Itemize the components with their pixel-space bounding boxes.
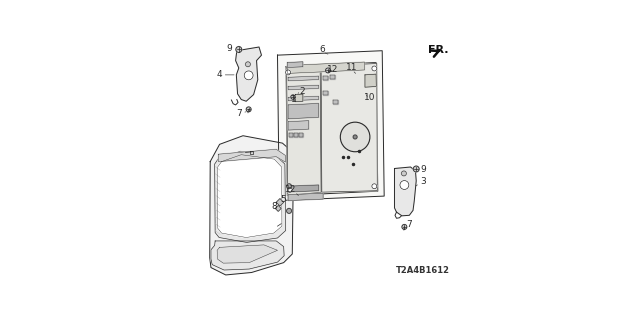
Polygon shape: [296, 94, 303, 102]
Polygon shape: [321, 64, 378, 192]
Polygon shape: [288, 193, 323, 201]
Polygon shape: [276, 198, 284, 206]
Polygon shape: [278, 51, 384, 201]
Text: 12: 12: [327, 65, 339, 74]
Polygon shape: [211, 241, 284, 270]
Polygon shape: [365, 74, 376, 87]
Polygon shape: [288, 96, 319, 101]
Polygon shape: [288, 121, 308, 130]
Text: 9: 9: [227, 44, 232, 53]
Circle shape: [400, 180, 409, 189]
Circle shape: [285, 70, 291, 75]
Text: 10: 10: [364, 92, 375, 101]
Circle shape: [244, 71, 253, 80]
Polygon shape: [287, 62, 364, 73]
Circle shape: [372, 184, 377, 189]
Text: T2A4B1612: T2A4B1612: [396, 266, 450, 275]
Polygon shape: [210, 136, 294, 275]
Polygon shape: [236, 47, 262, 101]
Polygon shape: [289, 132, 293, 138]
Circle shape: [236, 46, 242, 52]
Polygon shape: [288, 76, 319, 81]
Text: 8: 8: [271, 202, 277, 211]
Polygon shape: [217, 245, 278, 263]
Polygon shape: [286, 62, 378, 196]
Polygon shape: [299, 132, 303, 138]
Polygon shape: [294, 132, 298, 138]
Text: 4: 4: [216, 70, 222, 79]
Polygon shape: [288, 85, 319, 90]
Polygon shape: [394, 167, 416, 216]
Polygon shape: [323, 91, 328, 95]
Circle shape: [287, 184, 292, 189]
Circle shape: [291, 95, 295, 99]
Text: 9: 9: [420, 165, 426, 174]
Circle shape: [401, 171, 406, 176]
Circle shape: [372, 66, 377, 71]
Circle shape: [402, 224, 407, 229]
Circle shape: [326, 68, 330, 73]
Circle shape: [340, 122, 370, 152]
Polygon shape: [287, 62, 303, 68]
Text: 1: 1: [291, 95, 297, 104]
Text: 5: 5: [281, 195, 287, 204]
Circle shape: [246, 62, 250, 67]
Text: 7: 7: [406, 220, 412, 229]
Text: FR.: FR.: [428, 45, 448, 55]
Text: 7: 7: [236, 109, 242, 118]
Polygon shape: [275, 205, 281, 212]
Text: 3: 3: [420, 177, 426, 186]
Circle shape: [413, 166, 419, 172]
Polygon shape: [288, 185, 319, 192]
Polygon shape: [218, 155, 282, 237]
Circle shape: [287, 188, 292, 192]
Circle shape: [246, 107, 251, 112]
Polygon shape: [333, 100, 338, 104]
Polygon shape: [214, 151, 285, 243]
Polygon shape: [218, 149, 285, 162]
Polygon shape: [330, 75, 335, 79]
Polygon shape: [287, 66, 321, 195]
Circle shape: [287, 208, 292, 213]
Polygon shape: [323, 76, 328, 80]
Text: 12: 12: [285, 185, 296, 195]
Text: 6: 6: [320, 45, 326, 54]
Text: 11: 11: [346, 63, 358, 72]
Circle shape: [353, 135, 357, 139]
Polygon shape: [288, 103, 319, 119]
Text: 2: 2: [300, 87, 305, 96]
